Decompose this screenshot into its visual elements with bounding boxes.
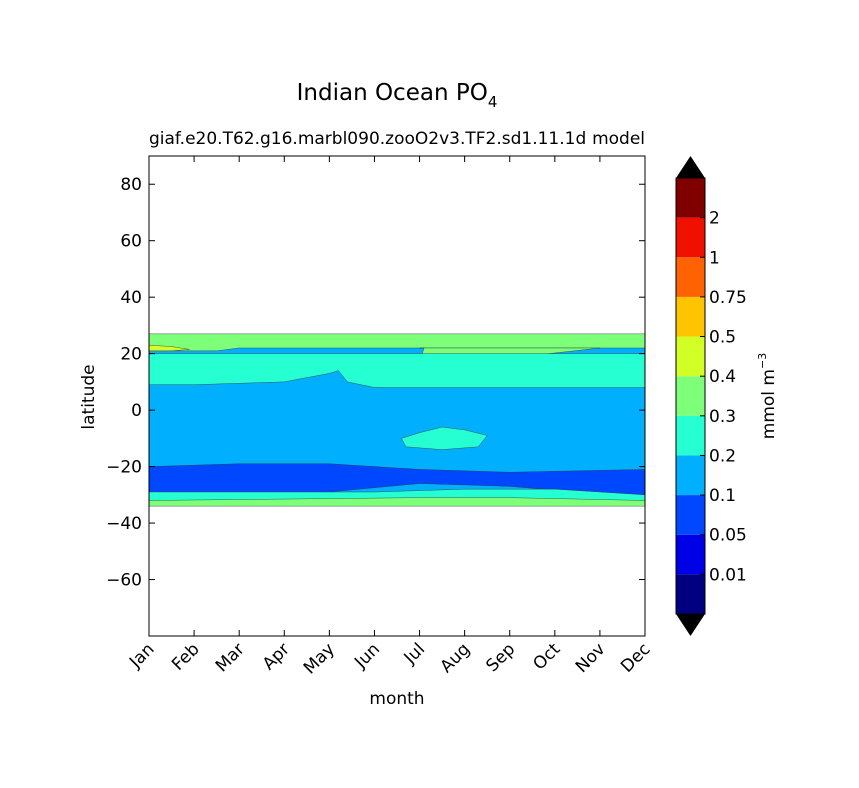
colorbar-segment xyxy=(676,217,705,258)
x-tick-label: May xyxy=(300,639,339,678)
x-tick-label: Apr xyxy=(259,639,294,674)
y-tick-label: 60 xyxy=(120,232,142,252)
x-tick-label: Jul xyxy=(400,639,429,668)
colorbar-tick-label: 2 xyxy=(709,209,720,229)
x-tick-label: Dec xyxy=(617,639,654,676)
y-tick-label: 40 xyxy=(120,288,142,308)
colorbar-frame xyxy=(675,177,706,615)
y-tick-label: 20 xyxy=(120,345,142,365)
x-tick-label: Jan xyxy=(125,639,158,672)
colorbar-tick-label: 0.5 xyxy=(709,328,736,348)
y-tick-label: −20 xyxy=(106,458,142,478)
x-tick-label: Sep xyxy=(482,639,519,676)
colorbar-segment xyxy=(676,376,705,416)
colorbar-tick-label: 1 xyxy=(709,248,720,268)
colorbar-tick-label: 0.05 xyxy=(709,526,747,546)
colorbar-tick-label: 0.4 xyxy=(709,367,736,387)
colorbar-tick-label: 0.75 xyxy=(709,288,747,308)
contour-region-0.2-0.3 xyxy=(401,426,488,450)
colorbar-tick-label: 0.1 xyxy=(709,486,736,506)
title-subscript: 4 xyxy=(488,93,498,111)
chart-title: Indian Ocean PO4 xyxy=(297,80,498,111)
y-tick-label: −40 xyxy=(106,514,142,534)
plot-frame xyxy=(148,155,646,637)
colorbar-segment xyxy=(676,178,705,218)
colorbar: 0.01 0.05 0.1 0.2 0.3 0.4 0.5 0.75 1 2 xyxy=(675,156,747,636)
colorbar-segment xyxy=(676,574,705,614)
colorbar-segment xyxy=(676,495,705,535)
x-tick-label: Nov xyxy=(572,639,610,677)
contour-region-0.2-0.3 xyxy=(148,353,646,388)
plot-area: 80 60 40 20 0 −20 −40 −60 Jan Feb Mar Apr May Jun Jul… xyxy=(106,155,655,678)
colorbar-tick-label: 0.01 xyxy=(709,565,747,585)
x-tick-label: Aug xyxy=(437,639,475,677)
colorbar-segment xyxy=(676,336,705,377)
colorbar-segment xyxy=(676,534,705,575)
y-tick-label: −60 xyxy=(106,571,142,591)
colorbar-segment xyxy=(676,257,705,297)
y-axis: 80 60 40 20 0 −20 −40 −60 xyxy=(106,175,645,591)
colorbar-tick-label: 0.3 xyxy=(709,407,736,427)
x-tick-label: Oct xyxy=(529,639,564,674)
colorbar-extend-over xyxy=(676,156,705,178)
x-tick-label: Feb xyxy=(168,639,203,674)
colorbar-extend-under xyxy=(676,614,705,636)
x-axis-label: month xyxy=(369,689,424,709)
y-tick-label: 0 xyxy=(131,401,142,421)
colorbar-segment xyxy=(676,455,705,496)
contour-layer xyxy=(148,333,646,507)
x-tick-label: Jun xyxy=(350,639,384,673)
contour-region-0.3-0.4 xyxy=(148,333,646,352)
colorbar-tick-label: 0.2 xyxy=(709,446,736,466)
chart-subtitle-left: giaf.e20.T62.g16.marbl090.zooO2v3.TF2.sd… xyxy=(149,129,586,149)
colorbar-segment xyxy=(676,415,705,456)
colorbar-segment xyxy=(676,296,705,337)
x-tick-label: Mar xyxy=(212,639,249,676)
y-axis-label: latitude xyxy=(79,364,99,429)
y-tick-label: 80 xyxy=(120,175,142,195)
chart-subtitle-right: model xyxy=(592,129,645,149)
colorbar-label: mmol m−3 xyxy=(756,353,779,439)
colorbar-label-superscript: −3 xyxy=(756,353,769,369)
